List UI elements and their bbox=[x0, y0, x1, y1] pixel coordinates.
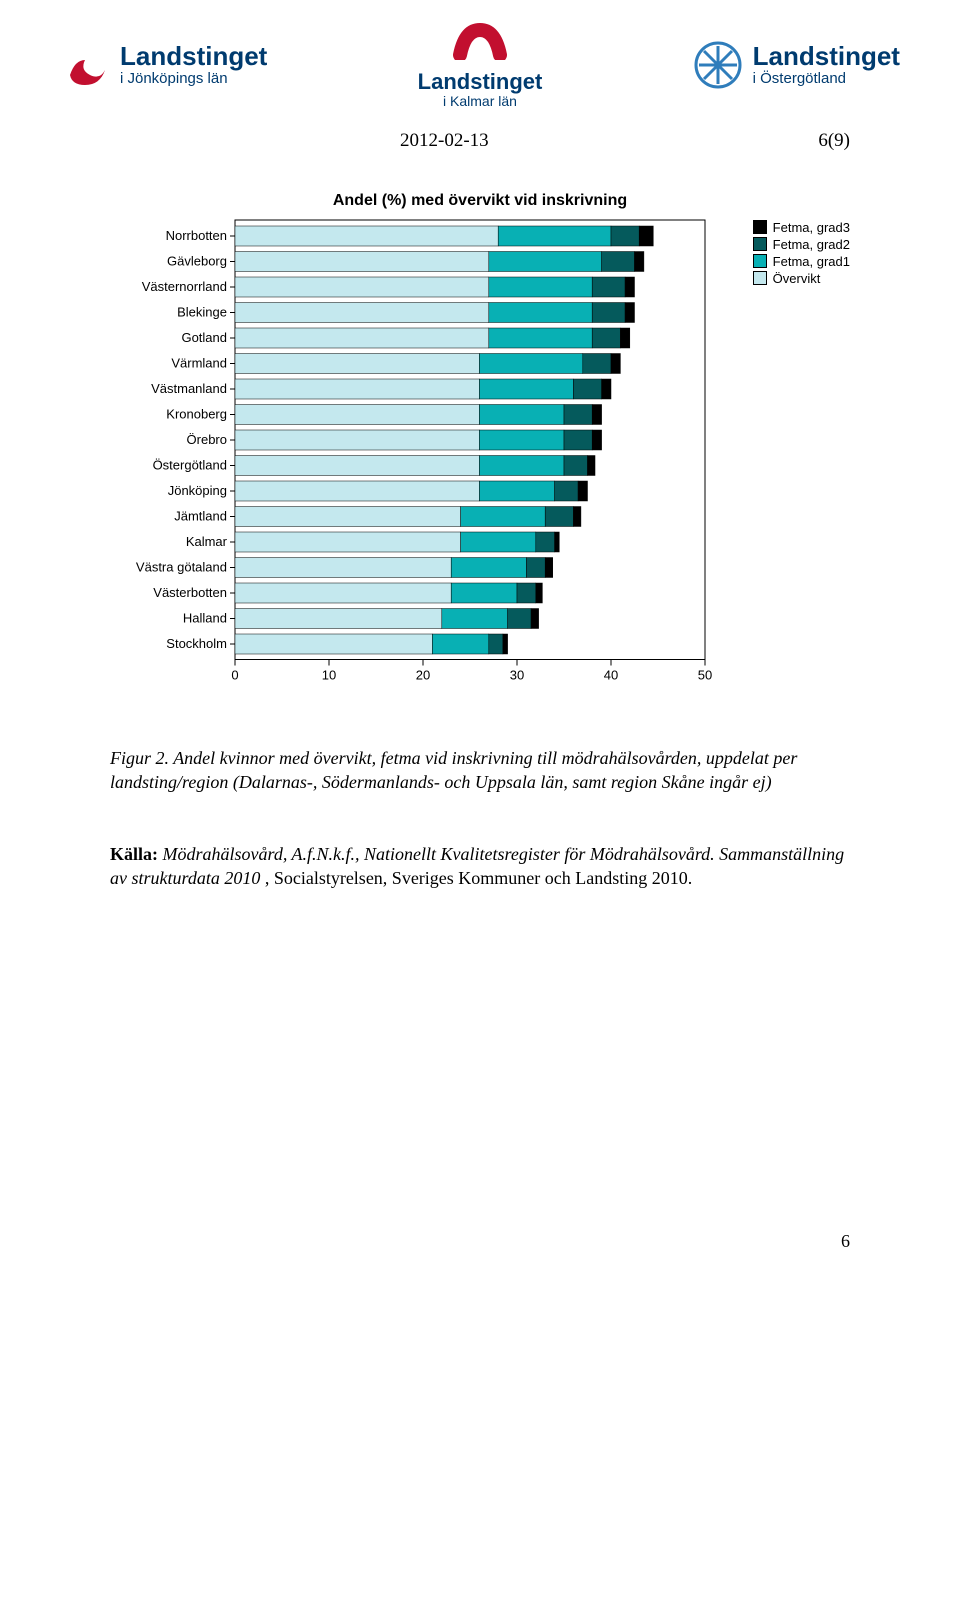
figure-caption: Figur 2. Andel kvinnor med övervikt, fet… bbox=[0, 716, 960, 795]
legend-swatch-icon bbox=[753, 254, 767, 268]
chart-container: Andel (%) med övervikt vid inskrivning N… bbox=[110, 192, 850, 716]
chart-legend: Fetma, grad3 Fetma, grad2 Fetma, grad1 Över… bbox=[753, 220, 850, 288]
overweight-chart: Norrbotten Gävleborg Västernorrland Bleking… bbox=[110, 216, 850, 716]
svg-text:Kronoberg: Kronoberg bbox=[166, 406, 227, 421]
legend-swatch-icon bbox=[753, 237, 767, 251]
kalmar-mark-icon bbox=[440, 20, 520, 60]
svg-text:40: 40 bbox=[604, 667, 618, 682]
svg-text:Gotland: Gotland bbox=[181, 330, 227, 345]
svg-text:Blekinge: Blekinge bbox=[177, 304, 227, 319]
svg-text:0: 0 bbox=[231, 667, 238, 682]
svg-text:Norrbotten: Norrbotten bbox=[166, 228, 227, 243]
logo1-sub: i Jönköpings län bbox=[120, 71, 267, 88]
jonkoping-mark-icon bbox=[60, 40, 110, 90]
logo2-main: Landstinget bbox=[418, 70, 543, 94]
page-number: 6 bbox=[0, 891, 960, 1272]
legend-label: Fetma, grad1 bbox=[773, 254, 850, 269]
svg-text:Västmanland: Västmanland bbox=[151, 381, 227, 396]
legend-item: Fetma, grad2 bbox=[753, 237, 850, 252]
svg-text:Västra götaland: Västra götaland bbox=[136, 559, 227, 574]
logo-jonkoping: Landstinget i Jönköpings län bbox=[60, 40, 267, 90]
caption-label: Figur 2. bbox=[110, 748, 173, 768]
chart-title: Andel (%) med övervikt vid inskrivning bbox=[110, 192, 850, 210]
logo1-main: Landstinget bbox=[120, 42, 267, 71]
legend-item: Övervikt bbox=[753, 271, 850, 286]
source-line: Källa: Mödrahälsovård, A.f.N.k.f., Natio… bbox=[0, 812, 960, 891]
logo-kalmar: Landstinget i Kalmar län bbox=[418, 20, 543, 110]
source-prefix: Källa: bbox=[110, 844, 163, 864]
svg-text:Västerbotten: Västerbotten bbox=[153, 585, 227, 600]
doc-page-range: 6(9) bbox=[818, 130, 850, 152]
dateline: 2012-02-13 6(9) bbox=[0, 120, 960, 162]
legend-label: Fetma, grad2 bbox=[773, 237, 850, 252]
logo3-main: Landstinget bbox=[753, 42, 900, 71]
logo3-sub: i Östergötland bbox=[753, 71, 900, 88]
legend-item: Fetma, grad3 bbox=[753, 220, 850, 235]
svg-text:Kalmar: Kalmar bbox=[186, 534, 228, 549]
svg-text:Halland: Halland bbox=[183, 610, 227, 625]
svg-text:Jämtland: Jämtland bbox=[174, 508, 227, 523]
legend-swatch-icon bbox=[753, 271, 767, 285]
caption-text: Andel kvinnor med övervikt, fetma vid in… bbox=[110, 748, 797, 792]
logo2-sub: i Kalmar län bbox=[418, 94, 543, 109]
svg-text:Värmland: Värmland bbox=[171, 355, 227, 370]
svg-text:50: 50 bbox=[698, 667, 712, 682]
svg-text:10: 10 bbox=[322, 667, 336, 682]
svg-text:Jönköping: Jönköping bbox=[168, 483, 227, 498]
svg-text:Östergötland: Östergötland bbox=[153, 457, 227, 472]
svg-text:Gävleborg: Gävleborg bbox=[167, 253, 227, 268]
header-logos: Landstinget i Jönköpings län Landstinget… bbox=[0, 0, 960, 120]
legend-label: Övervikt bbox=[773, 271, 821, 286]
svg-text:30: 30 bbox=[510, 667, 524, 682]
ostergotland-mark-icon bbox=[693, 40, 743, 90]
legend-item: Fetma, grad1 bbox=[753, 254, 850, 269]
svg-text:Västernorrland: Västernorrland bbox=[142, 279, 227, 294]
legend-swatch-icon bbox=[753, 220, 767, 234]
svg-text:Stockholm: Stockholm bbox=[166, 636, 227, 651]
source-rest: , Socialstyrelsen, Sveriges Kommuner och… bbox=[265, 868, 692, 888]
legend-label: Fetma, grad3 bbox=[773, 220, 850, 235]
svg-text:20: 20 bbox=[416, 667, 430, 682]
logo-ostergotland: Landstinget i Östergötland bbox=[693, 40, 900, 90]
doc-date: 2012-02-13 bbox=[400, 130, 489, 152]
svg-text:Örebro: Örebro bbox=[187, 432, 227, 447]
